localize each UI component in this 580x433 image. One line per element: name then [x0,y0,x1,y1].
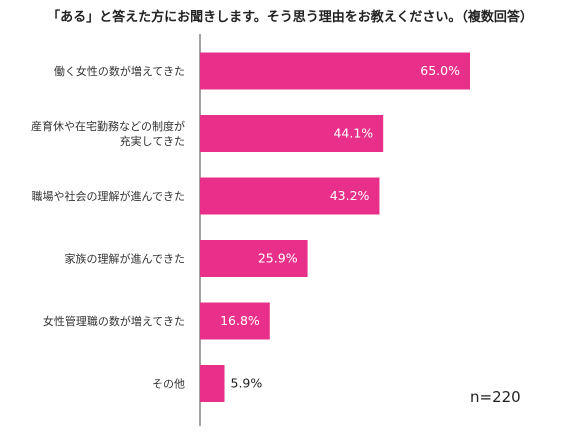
bar-2 [200,177,380,215]
bar-value-label-0: 65.0% [420,63,460,78]
chart-title: 「ある」と答えた方にお聞きします。そう思う理由をお教えください。（複数回答） [47,10,533,25]
category-label-0: 働く女性の数が増えてきた [54,64,185,78]
category-label-1-line-1: 充実してきた [120,134,185,148]
category-label-2: 職場や社会の理解が進んできた [32,189,185,203]
bar-value-label-2: 43.2% [330,188,370,203]
bar-value-label-4: 16.8% [220,313,260,328]
bar-0 [200,52,470,90]
category-label-3: 家族の理解が進んできた [65,252,185,266]
sample-size-note: n=220 [470,388,521,406]
bar-value-label-5: 5.9% [231,376,263,391]
bar-value-label-3: 25.9% [258,251,298,266]
bar-1 [200,115,384,152]
category-label-1-line-0: 産育休や在宅勤務などの制度が [31,119,185,133]
category-label-4: 女性管理職の数が増えてきた [43,314,185,328]
bar-value-label-1: 44.1% [333,126,373,141]
bar-5 [200,365,225,402]
bar-4 [200,302,270,340]
category-label-5: その他 [152,378,185,391]
bar-3 [200,240,308,277]
